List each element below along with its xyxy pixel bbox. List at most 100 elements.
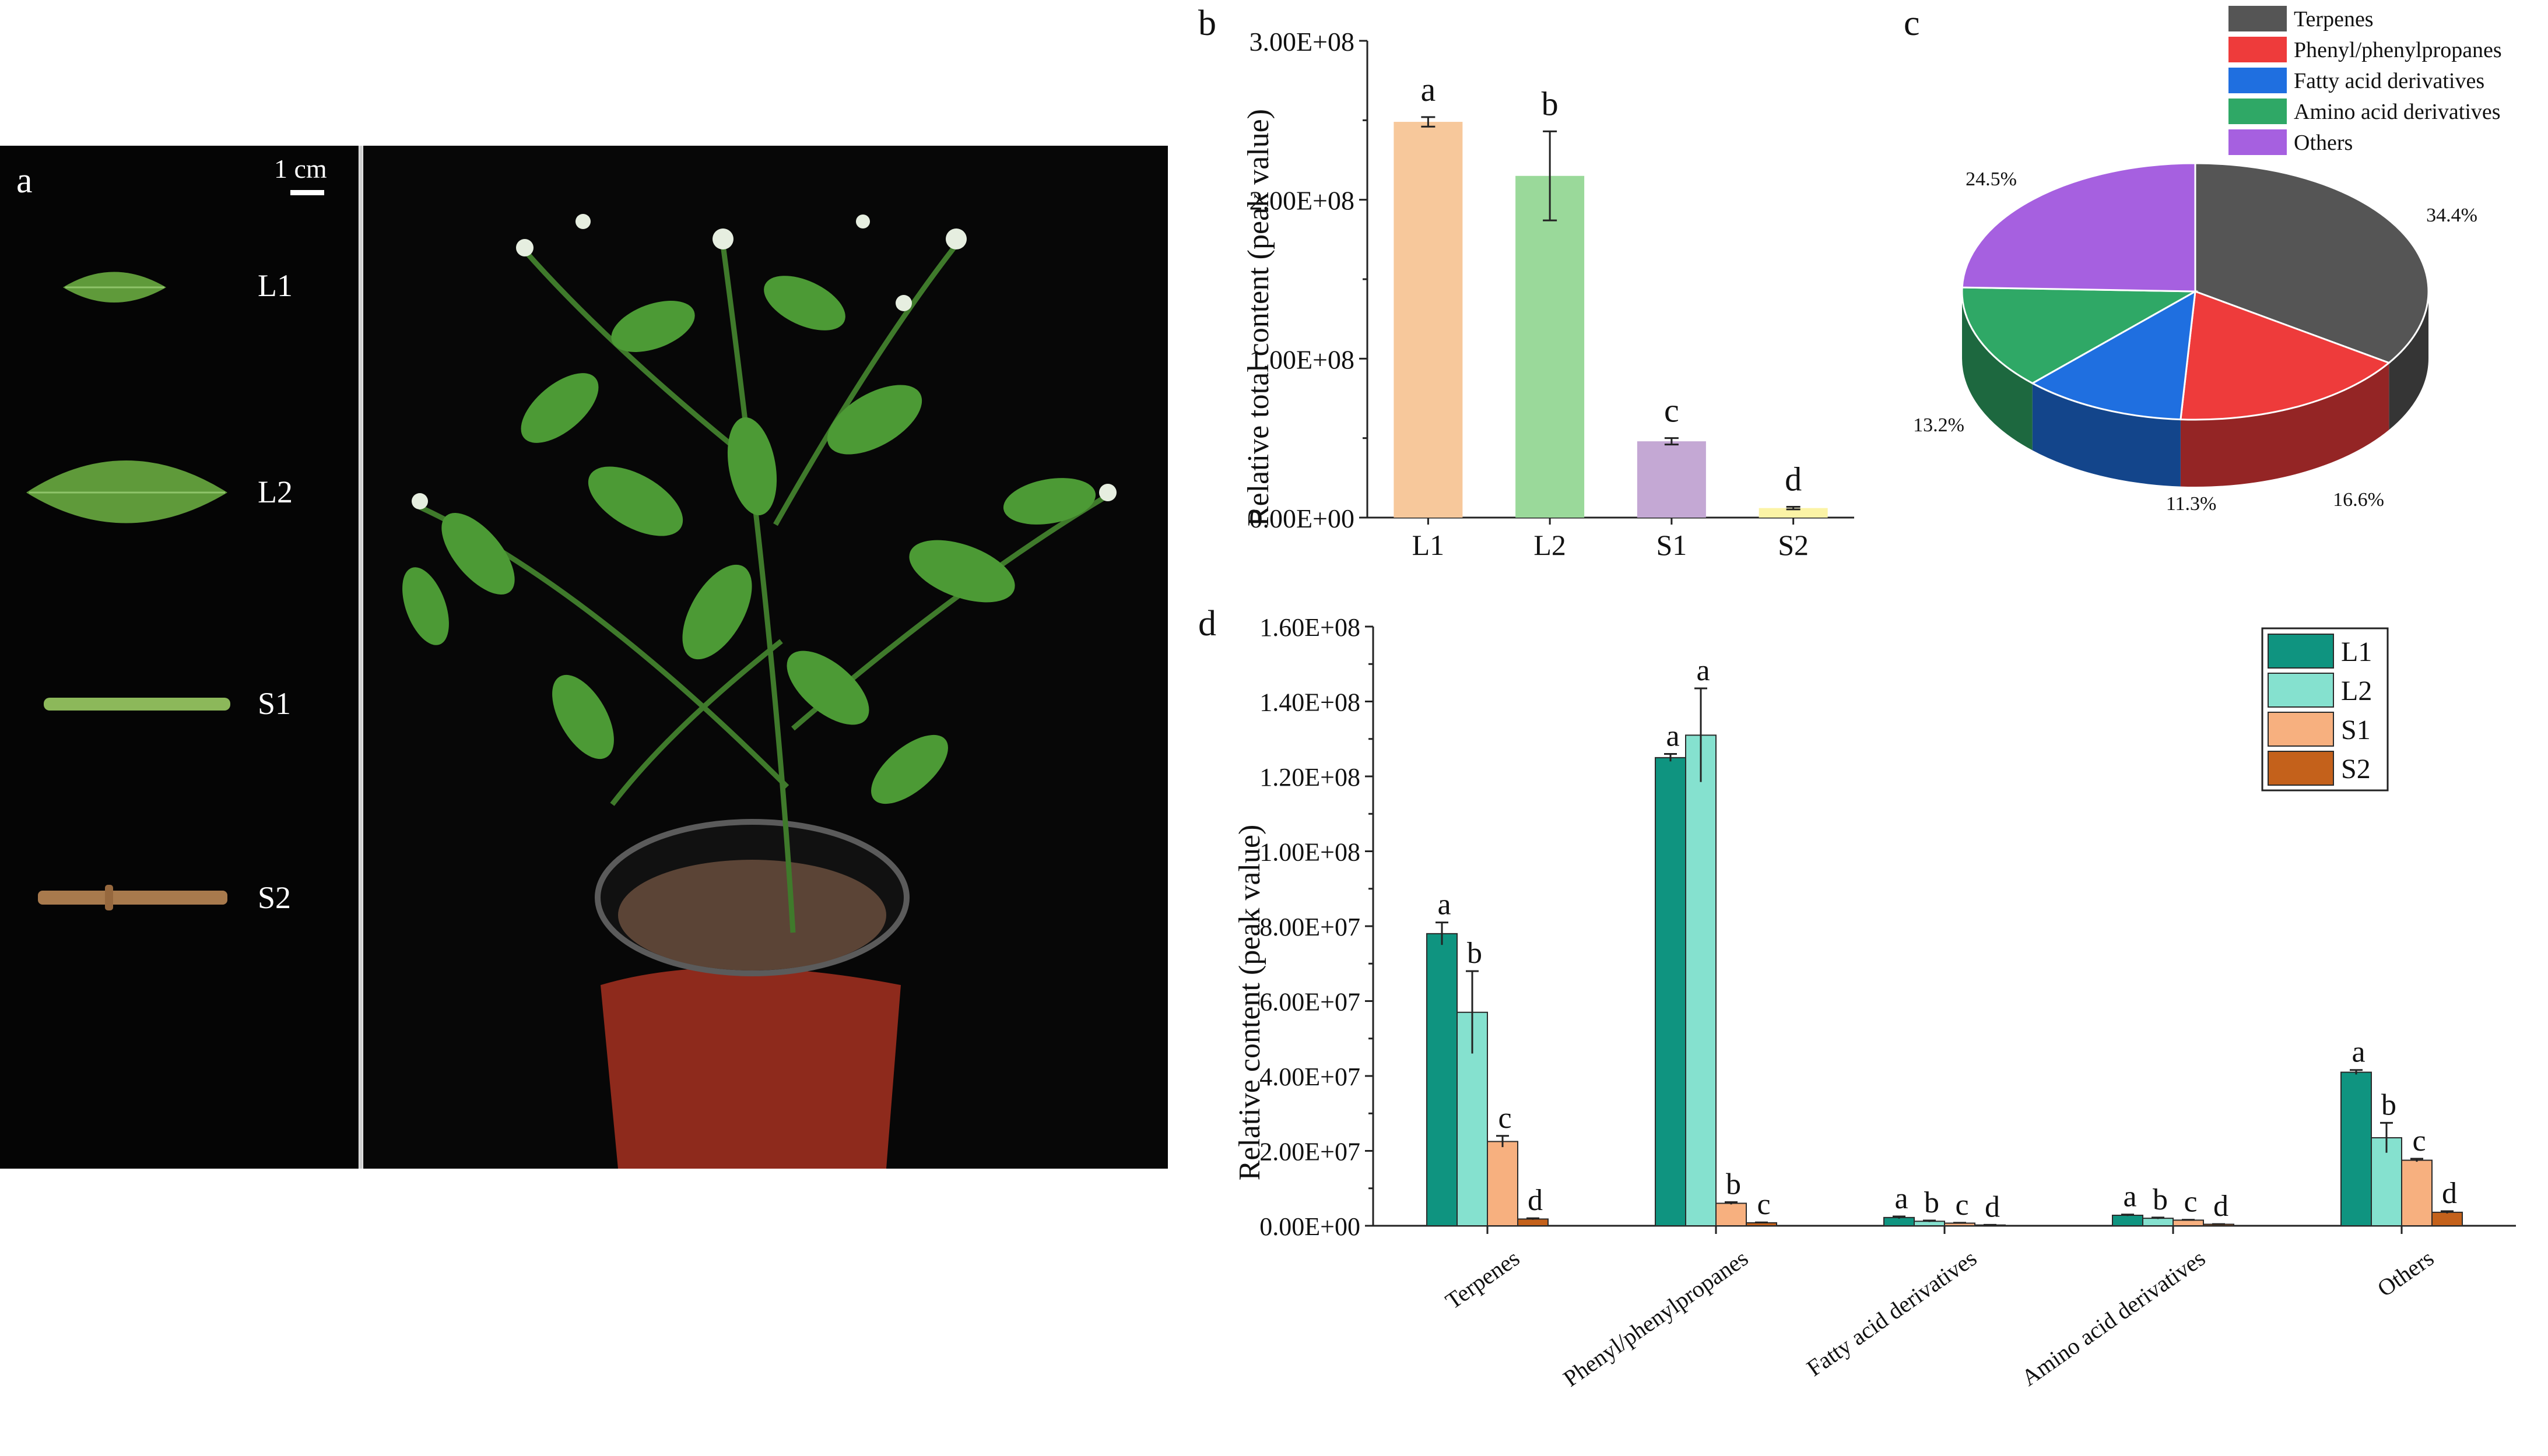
sample-label-s1: S1 (258, 686, 291, 721)
c-legend: Terpenes Phenyl/phenylpropanes Fatty acid … (2228, 6, 2502, 155)
b-y-tick-label: 3.00E+08 (1249, 27, 1354, 57)
d-significance-letter: c (2412, 1124, 2426, 1158)
b-y-axis-label: Relative total content (peak value) (1242, 109, 1275, 526)
d-significance-letter: a (1666, 719, 1679, 752)
d-significance-letter: d (1985, 1190, 2000, 1223)
pie-slice-terpenes (2194, 162, 2430, 364)
d-y-axis-label: Relative content (peak value) (1233, 825, 1266, 1181)
d-bar-l1 (1655, 757, 1686, 1226)
d-significance-letter: a (2123, 1180, 2136, 1214)
d-bar-s2 (1517, 1218, 1549, 1227)
composition-pie-chart: c 34.4% 16.6% 11.3% 13.2% 24.5% Terpenes Phen… (1904, 3, 2502, 515)
d-bar-l2 (1685, 734, 1717, 1226)
b-y-tick-label: 0.00E+00 (1249, 504, 1354, 533)
b-bar-s1 (1637, 441, 1706, 518)
pie-side-amino-acid-derivatives (1962, 291, 2033, 451)
b-y-axis: 0.00E+00 1.00E+08 2.00E+08 3.00E+08 (1249, 27, 1368, 533)
d-bar-s1 (1487, 1141, 1518, 1226)
scale-bar-label: 1 cm (274, 154, 327, 184)
b-x-tick-label: S2 (1778, 529, 1809, 561)
d-legend-swatch (2268, 634, 2334, 669)
c-pie: 34.4% 16.6% 11.3% 13.2% 24.5% (1913, 162, 2477, 515)
d-bar-l1 (2340, 1071, 2372, 1226)
pie-slice-amino-acid-derivatives (1961, 286, 2199, 385)
d-significance-letter: a (1696, 654, 1710, 687)
b-bar-s2 (1759, 508, 1828, 518)
d-y-tick-label: 1.00E+08 (1259, 838, 1360, 867)
d-y-tick-label: 1.60E+08 (1259, 613, 1360, 642)
b-significance-letter: a (1421, 71, 1436, 108)
d-x-tick-label: Amino acid derivatives (2017, 1245, 2210, 1391)
pie-value-label: 11.3% (2166, 493, 2217, 515)
pie-value-label: 13.2% (1913, 414, 1964, 436)
stem-s1 (44, 698, 230, 711)
d-legend: L1 L2 S1 S2 (2261, 627, 2389, 792)
d-y-tick-label: 0.00E+00 (1259, 1212, 1360, 1241)
d-legend-swatch (2268, 751, 2334, 786)
legend-swatch (2228, 6, 2287, 31)
panel-letter-d: d (1198, 604, 1216, 643)
d-x-tick-label: Phenyl/phenylpropanes (1559, 1245, 1753, 1392)
d-significance-letter: b (1924, 1186, 1939, 1219)
legend-swatch (2228, 129, 2287, 155)
legend-label: Fatty acid derivatives (2294, 69, 2484, 93)
legend-label: Others (2294, 131, 2353, 155)
b-bars: a b c d (1394, 71, 1828, 518)
sample-label-s2: S2 (258, 880, 291, 915)
pie-value-label: 34.4% (2426, 205, 2477, 226)
d-x-tick-label: Others (2372, 1245, 2438, 1302)
d-y-tick-label: 6.00E+07 (1259, 988, 1360, 1017)
d-bar-s2 (2431, 1211, 2463, 1227)
panel-letter-a: a (16, 161, 33, 201)
b-significance-letter: c (1664, 392, 1679, 430)
photo-panel: a 1 cm L1 L2 S1 S2 (0, 146, 1168, 1169)
pie-side-fatty-acid-derivatives (2032, 383, 2181, 487)
pie-slice-phenyl-phenylpropanes (2180, 290, 2391, 421)
d-y-tick-label: 1.40E+08 (1259, 688, 1360, 717)
d-significance-letter: b (1467, 937, 1482, 970)
d-y-axis: 0.00E+00 2.00E+07 4.00E+07 6.00E+07 8.00E+07… (1259, 613, 1374, 1241)
panel-letter-b: b (1198, 3, 1216, 43)
plant-pot (601, 968, 901, 1169)
d-legend-label: S2 (2341, 754, 2371, 785)
d-y-tick-label: 1.20E+08 (1259, 763, 1360, 792)
plant-flowers (412, 214, 1117, 509)
d-significance-letter: d (1528, 1184, 1543, 1217)
panel-letter-c: c (1904, 3, 1920, 43)
legend-swatch (2228, 99, 2287, 124)
d-significance-letter: c (2184, 1186, 2197, 1219)
d-y-tick-label: 8.00E+07 (1259, 913, 1360, 941)
pie-value-label: 24.5% (1966, 168, 2017, 190)
b-significance-letter: d (1785, 460, 1802, 498)
d-bar-l1 (1883, 1216, 1915, 1226)
legend-swatch (2228, 68, 2287, 93)
stem-s2 (38, 891, 227, 905)
d-significance-letter: a (2352, 1036, 2365, 1069)
d-bar-s1 (1715, 1202, 1747, 1226)
b-bar-l1 (1394, 122, 1463, 518)
b-significance-letter: b (1542, 85, 1559, 122)
d-significance-letter: c (1757, 1188, 1770, 1221)
pie-side-terpenes (2389, 291, 2428, 430)
d-legend-swatch (2268, 673, 2334, 708)
scale-bar (290, 190, 324, 195)
d-bar-s1 (2173, 1219, 2204, 1227)
legend-label: Amino acid derivatives (2294, 100, 2501, 124)
plant-leaves (402, 276, 1096, 804)
d-y-tick-label: 4.00E+07 (1259, 1063, 1360, 1091)
d-significance-letter: b (2153, 1183, 2168, 1216)
d-significance-letter: a (1437, 888, 1451, 922)
d-significance-letter: a (1894, 1182, 1908, 1215)
sample-label-l2: L2 (258, 474, 293, 509)
d-significance-letter: c (1498, 1102, 1511, 1135)
pie-value-label: 16.6% (2333, 489, 2384, 511)
b-x-tick-label: S1 (1656, 529, 1687, 561)
d-legend-label: L2 (2341, 676, 2372, 706)
d-bar-l1 (2112, 1215, 2143, 1227)
b-y-tick-label: 1.00E+08 (1249, 344, 1354, 374)
d-significance-letter: d (2442, 1177, 2457, 1210)
plant-soil (618, 860, 886, 970)
b-x-tick-label: L1 (1412, 529, 1445, 561)
